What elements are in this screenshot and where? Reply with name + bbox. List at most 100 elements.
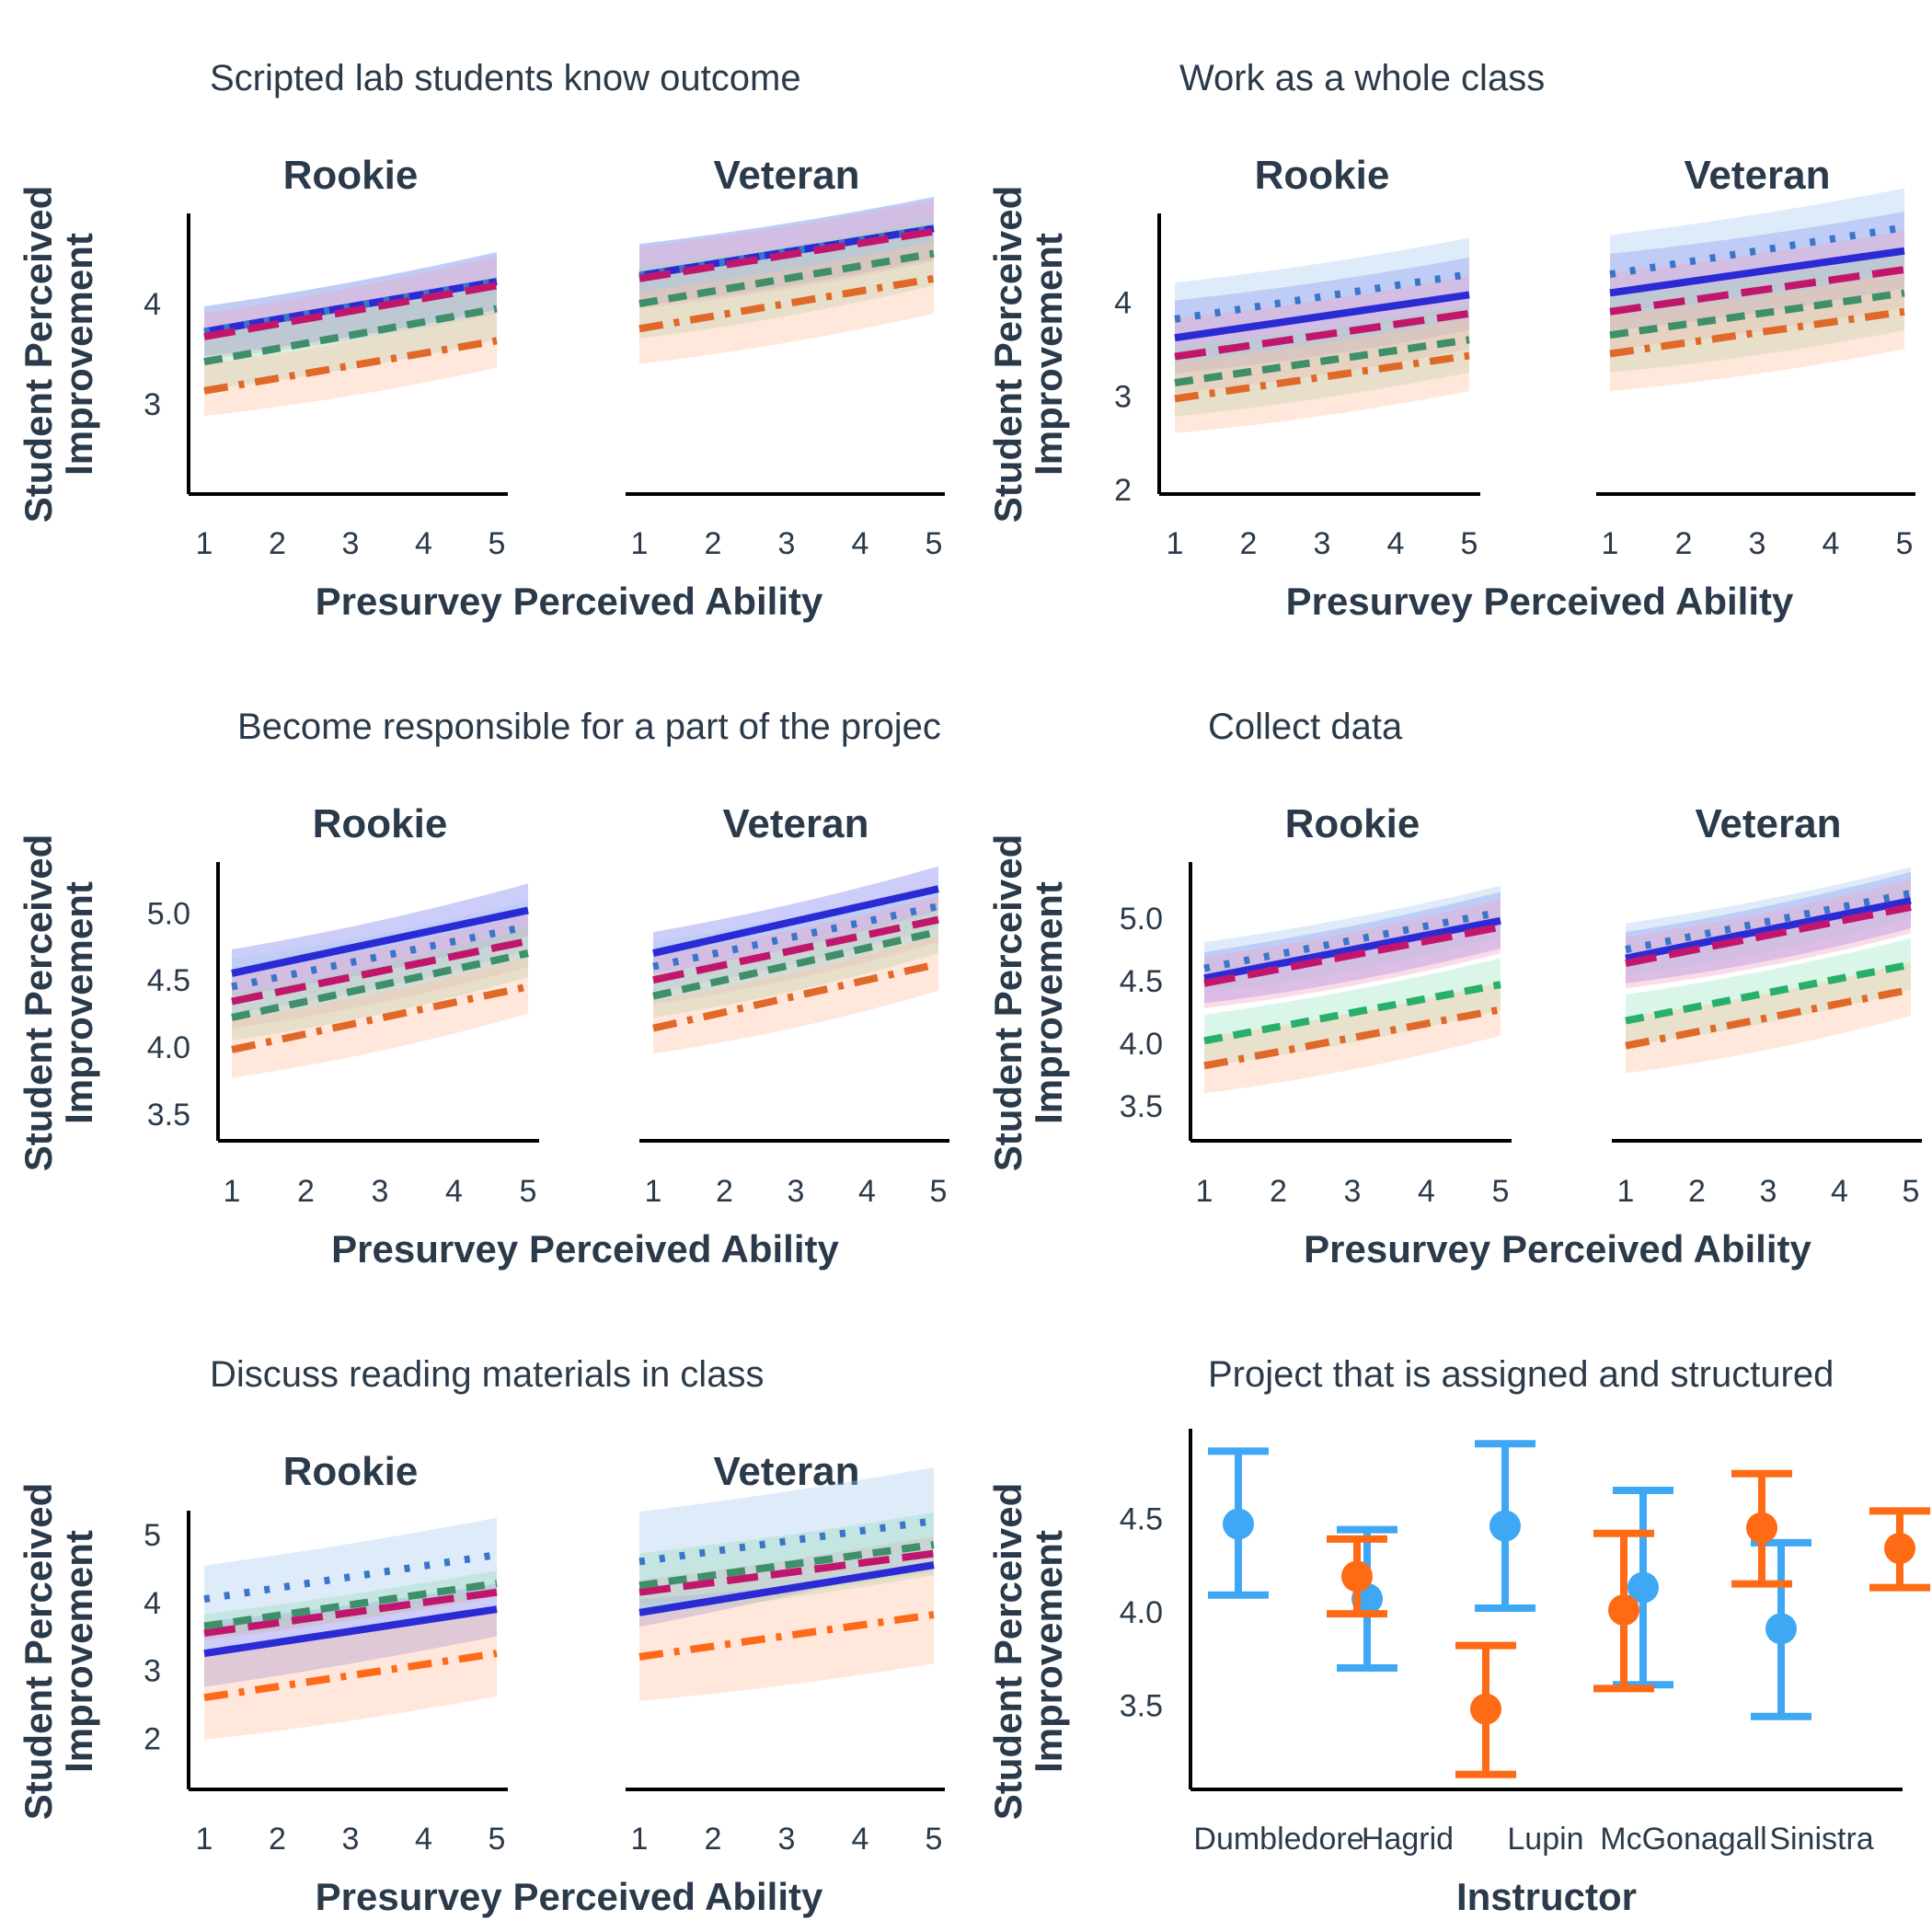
x-tick-label: 4 — [445, 1174, 463, 1209]
series-line-solid — [1203, 916, 1501, 983]
x-tick-label: 2 — [705, 1822, 722, 1857]
band-dotted — [204, 1517, 497, 1631]
series-line-longdash — [638, 227, 935, 282]
x-tick-label: 4 — [415, 526, 432, 561]
x-tick-label: 2 — [705, 526, 722, 561]
series-line-solid — [638, 1561, 935, 1616]
band-dashdot — [204, 312, 497, 417]
y-axis-label-line-1: Student Perceived — [17, 834, 60, 1171]
x-tick-label: 1 — [1617, 1174, 1635, 1209]
series-line-solid — [1174, 291, 1470, 342]
x-tick-label: 5 — [489, 526, 506, 561]
series-line-solid — [1609, 247, 1905, 297]
x-axis-label: Presurvey Perceived Ability — [331, 1227, 839, 1271]
x-tick-label: 2 — [716, 1174, 733, 1209]
series-line-dash — [1609, 289, 1905, 339]
series-line-longdash — [1203, 923, 1501, 987]
x-tick-label: 5 — [926, 526, 943, 561]
chart-title: Become responsible for a part of the pro… — [237, 707, 941, 747]
y-tick-label: 4.0 — [147, 1030, 190, 1065]
x-tick-label: 1 — [631, 1822, 649, 1857]
x-tick-label: 1 — [645, 1174, 662, 1209]
chart-title: Collect data — [1208, 707, 1403, 747]
x-tick-label: Sinistra — [1769, 1822, 1873, 1857]
series-line-dotted — [1625, 890, 1912, 954]
series-line-longdash — [203, 282, 498, 340]
facet-label: Rookie — [283, 1449, 419, 1494]
y-tick-label: 3.5 — [147, 1098, 190, 1133]
y-tick-label: 4.0 — [1120, 1595, 1163, 1630]
y-tick-label: 3.5 — [1120, 1689, 1163, 1724]
point — [1765, 1613, 1797, 1645]
x-tick-label: 5 — [930, 1174, 948, 1209]
x-tick-label: Dumbledore — [1193, 1822, 1363, 1857]
y-axis-label-line-1: Student Perceived — [986, 834, 1029, 1171]
series-line-dashdot — [1625, 985, 1912, 1050]
y-tick-label: 4 — [144, 1586, 161, 1621]
chart-1: Scripted lab students know outcome Studen… — [17, 58, 945, 623]
facet-label: Rookie — [1285, 801, 1420, 846]
x-tick-label: 1 — [1167, 526, 1184, 561]
facet-label: Rookie — [283, 153, 419, 198]
chart-5: Discuss reading materials in class Studen… — [17, 1354, 945, 1918]
y-tick-label: 5.0 — [1120, 902, 1163, 937]
x-tick-label: 5 — [1896, 526, 1914, 561]
y-axis-label-line-1: Student Perceived — [986, 1483, 1029, 1820]
series-line-dash — [638, 249, 935, 307]
y-tick-label: 4.5 — [1120, 964, 1163, 999]
y-tick-label: 4 — [1114, 286, 1132, 321]
y-axis-label-line-2: Improvement — [57, 233, 100, 476]
series-line-longdash — [203, 1588, 498, 1637]
band-dashdot — [1626, 961, 1911, 1074]
series-line-longdash — [231, 937, 529, 1006]
x-tick-label: 4 — [1387, 526, 1405, 561]
point — [1223, 1508, 1254, 1540]
facet-label: Veteran — [1696, 801, 1842, 846]
x-tick-label: 1 — [1602, 526, 1619, 561]
point — [1627, 1571, 1659, 1604]
y-axis-label-line-1: Student Perceived — [17, 186, 60, 523]
x-tick-label: 1 — [1196, 1174, 1213, 1209]
series-line-dash — [203, 1580, 498, 1630]
series-line-dotted — [203, 1551, 498, 1604]
facet-label: Veteran — [714, 153, 860, 198]
x-tick-label: 5 — [1903, 1174, 1920, 1209]
y-tick-label: 3 — [144, 1654, 161, 1689]
x-tick-label: 2 — [1675, 526, 1693, 561]
y-tick-label: 4.5 — [1120, 1501, 1163, 1536]
facet-veteran: Veteran 1 2 3 4 5 — [626, 1449, 945, 1857]
y-tick-label: 5 — [144, 1518, 161, 1553]
x-tick-label: 4 — [852, 526, 869, 561]
x-tick-label: 3 — [1314, 526, 1331, 561]
x-tick-label: 3 — [372, 1174, 389, 1209]
facet-label: Veteran — [714, 1449, 860, 1494]
chart-title: Discuss reading materials in class — [210, 1354, 764, 1395]
x-tick-label: 3 — [342, 1822, 360, 1857]
x-axis-label: Presurvey Perceived Ability — [316, 580, 823, 623]
chart-2: Work as a whole class Student PerceivedIm… — [986, 58, 1915, 623]
y-tick-label: 4 — [144, 287, 161, 322]
series-line-longdash — [1174, 309, 1470, 361]
x-tick-label: 1 — [196, 1822, 213, 1857]
band-dashdot — [1204, 982, 1501, 1094]
chart-title: Project that is assigned and structured — [1208, 1354, 1834, 1395]
point — [1489, 1510, 1521, 1542]
band-dashdot — [639, 241, 934, 364]
facet-veteran: Veteran 1 2 3 4 5 — [626, 153, 945, 561]
point — [1608, 1594, 1639, 1627]
y-axis-label-line-2: Improvement — [57, 881, 100, 1124]
series-line-dash — [1625, 960, 1912, 1025]
band-dashdot — [653, 936, 938, 1054]
y-tick-label: 3 — [144, 387, 161, 422]
facet-rookie: Rookie 3 4 1 2 3 4 5 — [144, 153, 508, 561]
x-tick-label: 3 — [778, 1822, 796, 1857]
series-line-solid — [231, 906, 529, 977]
x-tick-label: 3 — [1344, 1174, 1362, 1209]
facet-veteran: Veteran 1 2 3 4 5 — [1612, 801, 1922, 1209]
facet-label: Rookie — [1255, 153, 1390, 198]
x-tick-label: 5 — [1492, 1174, 1510, 1209]
chart-title: Scripted lab students know outcome — [210, 58, 801, 98]
